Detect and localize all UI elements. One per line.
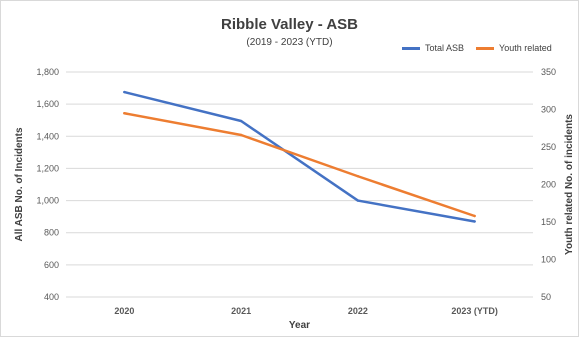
y-tick-label: 600	[44, 260, 59, 270]
x-tick-label: 2023 (YTD)	[451, 306, 498, 316]
chart-legend: Total ASB Youth related	[402, 43, 564, 53]
y2-tick-label: 300	[541, 105, 556, 115]
y2-tick-label: 200	[541, 180, 556, 190]
chart-title: Ribble Valley - ASB	[221, 16, 358, 33]
series-line-youth-related	[123, 112, 476, 218]
data-point-youth-related	[239, 133, 243, 137]
y2-tick-label: 250	[541, 142, 556, 152]
legend-swatch-total-asb	[402, 46, 420, 50]
y-tick-label: 800	[44, 228, 59, 238]
series-line-total-asb	[123, 90, 476, 223]
data-point-total-asb	[473, 220, 476, 223]
x-tick-label: 2021	[231, 306, 251, 316]
y2-tick-label: 150	[541, 217, 556, 227]
data-point-youth-related	[356, 175, 360, 178]
y2-axis-title: Youth related No. of incidents	[564, 114, 575, 255]
legend-label-youth-related: Youth related	[499, 43, 552, 53]
y2-tick-label: 50	[541, 292, 551, 302]
legend-label-total-asb: Total ASB	[425, 43, 465, 53]
legend-swatch-youth-related	[476, 46, 495, 50]
legend-item-youth-related: Youth related	[476, 43, 552, 53]
x-axis-title: Year	[289, 320, 310, 331]
data-point-total-asb	[239, 119, 243, 123]
chart-subtitle: (2019 - 2023 (YTD)	[246, 37, 333, 48]
legend-item-total-asb: Total ASB	[402, 43, 464, 53]
y-tick-label: 1,000	[36, 196, 59, 206]
x-tick-label: 2022	[348, 306, 368, 316]
data-point-youth-related	[123, 112, 126, 115]
data-point-total-asb	[356, 199, 360, 202]
y-tick-label: 400	[44, 292, 59, 302]
y-tick-label: 1,400	[36, 131, 59, 141]
y-tick-label: 1,800	[36, 67, 59, 77]
data-point-youth-related	[473, 214, 476, 218]
x-tick-label: 2020	[114, 306, 134, 316]
data-point-total-asb	[123, 90, 126, 94]
y-tick-label: 1,600	[36, 99, 59, 109]
y-tick-label: 1,200	[36, 163, 59, 173]
y-axis-title: All ASB No. of Incidents	[14, 127, 25, 242]
y2-tick-label: 100	[541, 255, 556, 265]
y2-tick-label: 350	[541, 67, 556, 77]
